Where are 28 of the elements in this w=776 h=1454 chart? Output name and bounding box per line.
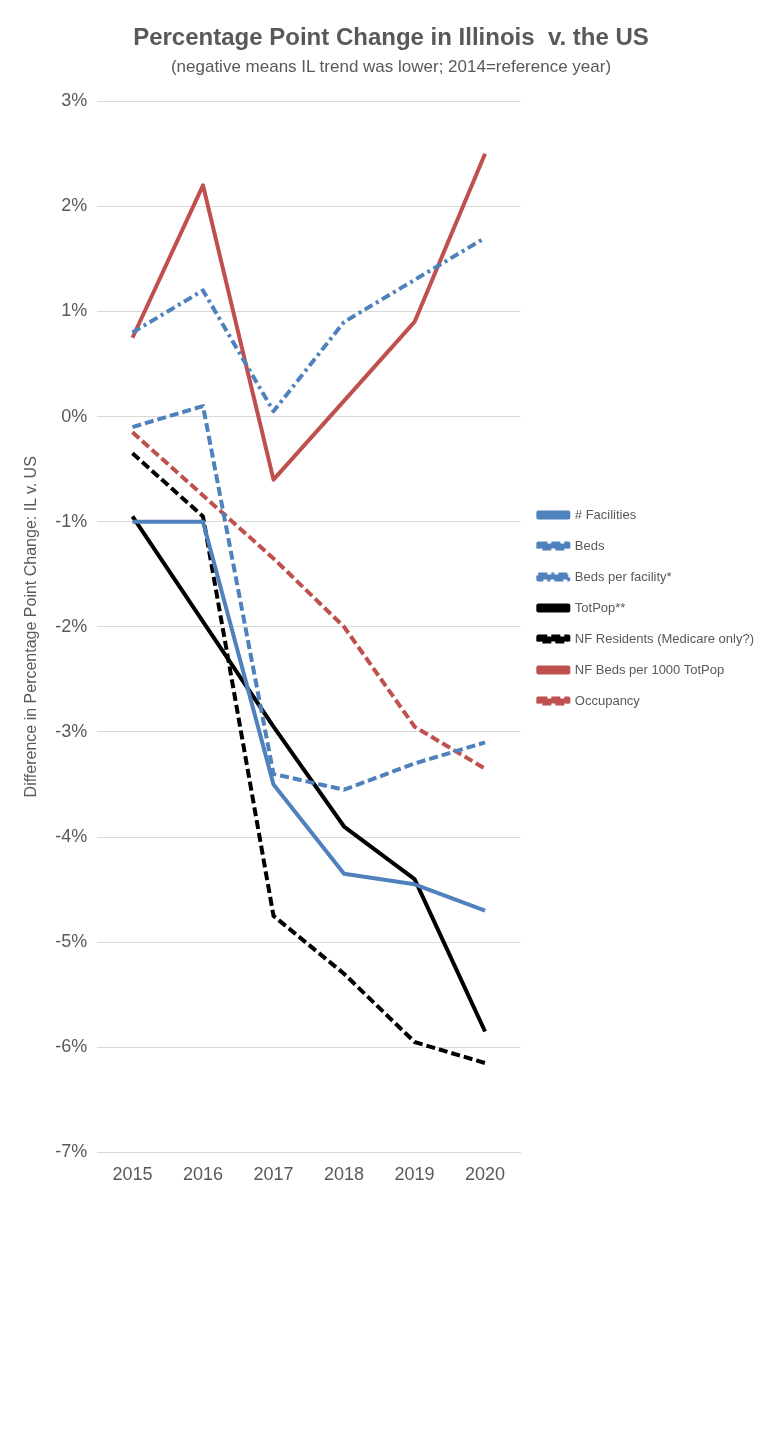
legend-label: TotPop** bbox=[574, 599, 626, 615]
chart-title: Percentage Point Change in Illinois v. the US bbox=[133, 23, 649, 51]
y-tick-label: 3% bbox=[61, 90, 88, 111]
y-axis-title: Difference in Percentage Point Change: IL v. US bbox=[22, 456, 40, 798]
y-tick-label: -3% bbox=[55, 720, 88, 741]
legend-label: # Facilities bbox=[574, 506, 637, 522]
x-tick-label: 2018 bbox=[324, 1164, 365, 1185]
y-tick-label: 1% bbox=[61, 300, 88, 321]
y-tick-label: -7% bbox=[55, 1141, 88, 1162]
chart-subtitle: (negative means IL trend was lower; 2014=reference year) bbox=[170, 56, 612, 76]
y-tick-label: -5% bbox=[55, 931, 88, 952]
legend-label: Beds bbox=[574, 537, 605, 553]
x-tick-label: 2017 bbox=[253, 1164, 294, 1185]
y-tick-label: 0% bbox=[61, 405, 88, 426]
x-tick-label: 2016 bbox=[182, 1164, 224, 1185]
y-tick-label: -6% bbox=[55, 1036, 88, 1057]
y-tick-label: -2% bbox=[55, 615, 88, 636]
x-tick-label: 2019 bbox=[394, 1164, 435, 1185]
x-tick-label: 2015 bbox=[112, 1164, 153, 1185]
legend-label: NF Residents (Medicare only?) bbox=[574, 630, 755, 646]
x-tick-label: 2020 bbox=[465, 1164, 506, 1185]
line-series bbox=[130, 451, 488, 1066]
legend-label: Occupancy bbox=[574, 692, 641, 708]
legend-label: NF Beds per 1000 TotPop bbox=[574, 661, 725, 677]
y-tick-label: -1% bbox=[55, 510, 88, 531]
y-tick-label: 2% bbox=[61, 195, 88, 216]
legend-label: Beds per facility* bbox=[574, 568, 672, 584]
y-tick-label: -4% bbox=[55, 826, 88, 847]
